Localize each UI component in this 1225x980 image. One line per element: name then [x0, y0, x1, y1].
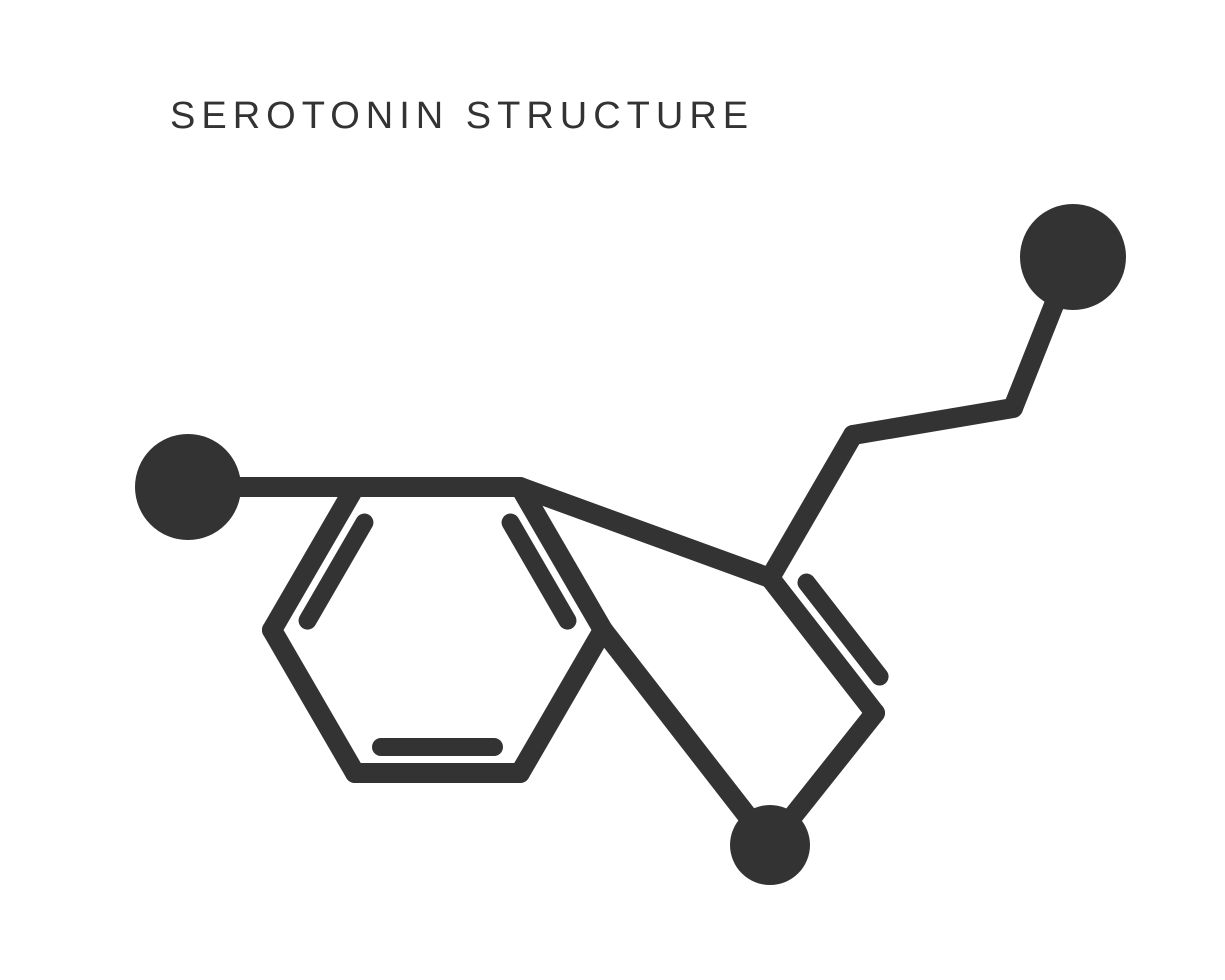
bond [770, 435, 853, 578]
bond [272, 630, 355, 773]
atom-p3 [730, 805, 810, 885]
atom-c3 [1020, 204, 1126, 310]
bond [853, 408, 1013, 435]
serotonin-structure-diagram [0, 0, 1225, 980]
diagram-canvas: SEROTONIN STRUCTURE [0, 0, 1225, 980]
atom-oh [135, 434, 241, 540]
bond [603, 630, 770, 845]
bond [520, 630, 603, 773]
